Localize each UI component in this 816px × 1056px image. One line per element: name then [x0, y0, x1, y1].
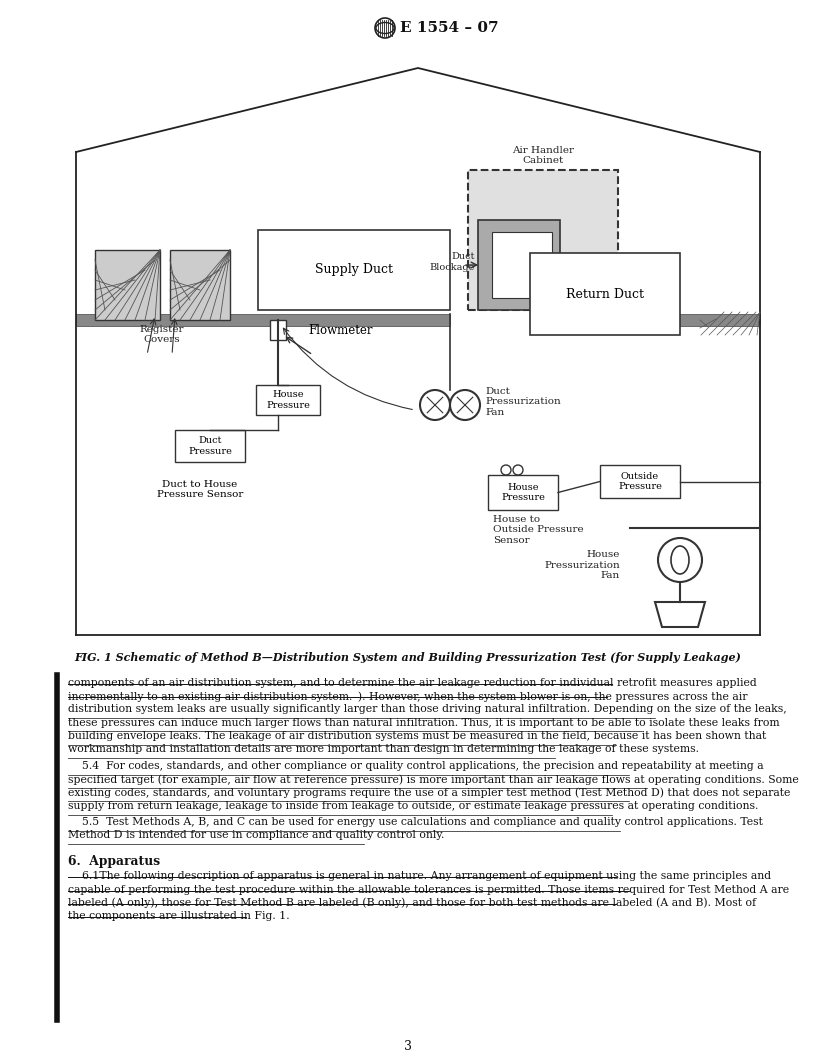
Text: E 1554 – 07: E 1554 – 07 [400, 21, 499, 35]
Text: specified target (for example, air flow at reference pressure) is more important: specified target (for example, air flow … [68, 774, 799, 785]
Bar [530, 253, 680, 335]
Text: Register
Covers: Register Covers [140, 325, 184, 344]
Text: Air Handler
Cabinet: Air Handler Cabinet [512, 146, 574, 165]
Text: building envelope leaks. The leakage of air distribution systems must be measure: building envelope leaks. The leakage of … [68, 731, 766, 741]
Bar [175, 430, 245, 463]
Text: 6.1The following description of apparatus is general in nature. Any arrangement : 6.1The following description of apparatu… [68, 871, 771, 882]
Bar [492, 232, 552, 298]
Text: 5.5  Test Methods A, B, and C can be used for energy use calculations and compli: 5.5 Test Methods A, B, and C can be used… [68, 817, 763, 827]
Text: supply from return leakage, leakage to inside from leakage to outside, or estima: supply from return leakage, leakage to i… [68, 800, 758, 811]
Bar [270, 320, 286, 340]
Bar [258, 230, 450, 310]
Bar [256, 385, 320, 415]
Text: workmanship and installation details are more important than design in determini: workmanship and installation details are… [68, 744, 699, 754]
Text: Return Duct: Return Duct [566, 287, 644, 301]
Text: FIG. 1 Schematic of Method B—Distribution System and Building Pressurization Tes: FIG. 1 Schematic of Method B—Distributio… [74, 652, 742, 663]
Bar [95, 250, 160, 320]
Text: Duct
Blockage: Duct Blockage [430, 252, 475, 271]
Text: Supply Duct: Supply Duct [315, 264, 393, 277]
Text: existing codes, standards, and voluntary programs require the use of a simpler t: existing codes, standards, and voluntary… [68, 788, 791, 798]
Text: these pressures can induce much larger flows than natural infiltration. Thus, it: these pressures can induce much larger f… [68, 718, 779, 728]
Bar [600, 465, 680, 498]
Text: Outside
Pressure: Outside Pressure [618, 472, 662, 491]
Text: House
Pressure: House Pressure [501, 483, 545, 503]
Bar [478, 220, 560, 310]
Bar [468, 170, 618, 310]
Text: House to
Outside Pressure
Sensor: House to Outside Pressure Sensor [493, 515, 583, 545]
Text: Duct
Pressurization
Fan: Duct Pressurization Fan [485, 386, 561, 417]
Text: House
Pressurization
Fan: House Pressurization Fan [544, 550, 620, 580]
Text: 6.  Apparatus: 6. Apparatus [68, 855, 160, 868]
Text: Flowmeter: Flowmeter [308, 323, 372, 337]
Text: labeled (A only), those for Test Method B are labeled (B only), and those for bo: labeled (A only), those for Test Method … [68, 898, 756, 908]
Text: components of an air distribution system, and to determine the air leakage reduc: components of an air distribution system… [68, 678, 756, 689]
Text: Method D is intended for use in compliance and quality control only.: Method D is intended for use in complian… [68, 830, 445, 841]
Text: Duct to House
Pressure Sensor: Duct to House Pressure Sensor [157, 480, 243, 499]
Text: 5.4  For codes, standards, and other compliance or quality control applications,: 5.4 For codes, standards, and other comp… [68, 761, 764, 771]
Text: 3: 3 [404, 1040, 412, 1053]
Text: Duct
Pressure: Duct Pressure [188, 436, 232, 456]
Text: the components are illustrated in Fig. 1.: the components are illustrated in Fig. 1… [68, 911, 290, 921]
Bar [76, 314, 450, 326]
Bar [170, 250, 230, 320]
Bar [488, 475, 558, 510]
Bar [530, 314, 760, 326]
Text: House
Pressure: House Pressure [266, 391, 310, 410]
Text: incrementally to an existing air distribution system.–). However, when the syste: incrementally to an existing air distrib… [68, 692, 747, 702]
Text: distribution system leaks are usually significantly larger than those driving na: distribution system leaks are usually si… [68, 704, 787, 715]
Text: capable of performing the test procedure within the allowable tolerances is perm: capable of performing the test procedure… [68, 885, 789, 894]
